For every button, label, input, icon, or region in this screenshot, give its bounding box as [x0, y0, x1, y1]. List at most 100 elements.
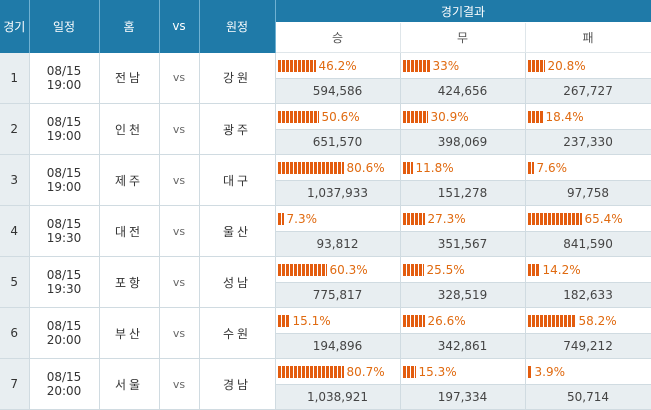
draw-bar [402, 263, 424, 276]
win-pct-cell[interactable]: 7.3% [275, 205, 401, 232]
game-date: 08/15 19:00 [29, 103, 100, 155]
draw-pct-cell[interactable]: 11.8% [400, 154, 526, 181]
lose-bar [527, 212, 582, 225]
win-count: 194,896 [275, 333, 401, 359]
draw-bar [402, 314, 425, 327]
win-bar [277, 161, 344, 174]
table-row: 5 08/15 19:30 포항 vs 성남 60.3% 25.5% 14.2% [0, 256, 651, 308]
draw-pct-cell[interactable]: 30.9% [400, 103, 526, 130]
lose-pct-cell[interactable]: 58.2% [525, 307, 651, 334]
draw-pct-cell[interactable]: 25.5% [400, 256, 526, 283]
game-number: 7 [0, 358, 30, 410]
win-bar [277, 212, 284, 225]
game-number: 5 [0, 256, 30, 308]
lose-bar [527, 314, 576, 327]
win-bar [277, 59, 316, 72]
win-count: 1,038,921 [275, 384, 401, 410]
draw-bar [402, 110, 428, 123]
lose-pct-cell[interactable]: 65.4% [525, 205, 651, 232]
draw-percent: 11.8% [415, 160, 454, 175]
game-date: 08/15 19:00 [29, 52, 100, 104]
game-date: 08/15 19:30 [29, 205, 100, 257]
draw-pct-cell[interactable]: 26.6% [400, 307, 526, 334]
lose-percent: 65.4% [584, 211, 623, 226]
home-team: 인천 [99, 103, 160, 155]
game-number: 4 [0, 205, 30, 257]
home-team: 포항 [99, 256, 160, 308]
lose-count: 237,330 [525, 129, 651, 155]
win-bar [277, 110, 319, 123]
lose-pct-cell[interactable]: 18.4% [525, 103, 651, 130]
col-header-draw: 무 [400, 22, 526, 53]
table-row-counts: 194,896 342,861 749,212 [0, 333, 651, 359]
win-count: 775,817 [275, 282, 401, 308]
draw-percent: 25.5% [426, 262, 465, 277]
table-row: 3 08/15 19:00 제주 vs 대구 80.6% 11.8% 7.6% [0, 154, 651, 206]
lose-pct-cell[interactable]: 20.8% [525, 52, 651, 79]
game-date: 08/15 20:00 [29, 358, 100, 410]
draw-count: 351,567 [400, 231, 526, 257]
win-pct-cell[interactable]: 50.6% [275, 103, 401, 130]
lose-count: 50,714 [525, 384, 651, 410]
win-pct-cell[interactable]: 80.7% [275, 358, 401, 385]
lose-pct-cell[interactable]: 7.6% [525, 154, 651, 181]
col-header-result: 경기결과 [275, 0, 651, 23]
draw-percent: 26.6% [427, 313, 466, 328]
win-count: 93,812 [275, 231, 401, 257]
lose-pct-cell[interactable]: 3.9% [525, 358, 651, 385]
draw-pct-cell[interactable]: 27.3% [400, 205, 526, 232]
table-row-counts: 1,038,921 197,334 50,714 [0, 384, 651, 410]
win-pct-cell[interactable]: 15.1% [275, 307, 401, 334]
lose-bar [527, 59, 545, 72]
vs-label: vs [159, 52, 200, 104]
home-team: 제주 [99, 154, 160, 206]
lose-percent: 3.9% [534, 364, 566, 379]
lose-percent: 18.4% [545, 109, 584, 124]
draw-pct-cell[interactable]: 33% [400, 52, 526, 79]
away-team: 광주 [199, 103, 276, 155]
lose-percent: 14.2% [542, 262, 581, 277]
table-row-counts: 775,817 328,519 182,633 [0, 282, 651, 308]
draw-pct-cell[interactable]: 15.3% [400, 358, 526, 385]
draw-percent: 30.9% [430, 109, 469, 124]
table-row: 4 08/15 19:30 대전 vs 울산 7.3% 27.3% 65.4% [0, 205, 651, 257]
vs-label: vs [159, 205, 200, 257]
win-bar [277, 365, 344, 378]
win-percent: 15.1% [292, 313, 331, 328]
lose-count: 97,758 [525, 180, 651, 206]
away-team: 울산 [199, 205, 276, 257]
col-header-schedule: 일정 [29, 0, 100, 53]
lose-bar [527, 365, 532, 378]
lose-bar [527, 110, 543, 123]
win-percent: 50.6% [321, 109, 360, 124]
vs-label: vs [159, 256, 200, 308]
game-number: 6 [0, 307, 30, 359]
draw-percent: 27.3% [427, 211, 466, 226]
col-header-lose: 패 [525, 22, 651, 53]
win-bar [277, 263, 327, 276]
draw-bar [402, 161, 413, 174]
win-pct-cell[interactable]: 60.3% [275, 256, 401, 283]
away-team: 강원 [199, 52, 276, 104]
win-percent: 80.7% [346, 364, 385, 379]
table-row-counts: 1,037,933 151,278 97,758 [0, 180, 651, 206]
table-row-counts: 651,570 398,069 237,330 [0, 129, 651, 155]
draw-bar [402, 212, 425, 225]
win-pct-cell[interactable]: 80.6% [275, 154, 401, 181]
game-number: 3 [0, 154, 30, 206]
win-pct-cell[interactable]: 46.2% [275, 52, 401, 79]
win-bar [277, 314, 290, 327]
game-number: 2 [0, 103, 30, 155]
draw-count: 398,069 [400, 129, 526, 155]
win-percent: 60.3% [329, 262, 368, 277]
draw-count: 342,861 [400, 333, 526, 359]
match-rows: 1 08/15 19:00 전남 vs 강원 46.2% 33% 20.8% 594,586 42… [0, 52, 651, 410]
table-row: 2 08/15 19:00 인천 vs 광주 50.6% 30.9% 18.4% [0, 103, 651, 155]
lose-percent: 58.2% [578, 313, 617, 328]
game-date: 08/15 20:00 [29, 307, 100, 359]
lose-percent: 20.8% [547, 58, 586, 73]
lose-pct-cell[interactable]: 14.2% [525, 256, 651, 283]
draw-bar [402, 59, 430, 72]
game-number: 1 [0, 52, 30, 104]
